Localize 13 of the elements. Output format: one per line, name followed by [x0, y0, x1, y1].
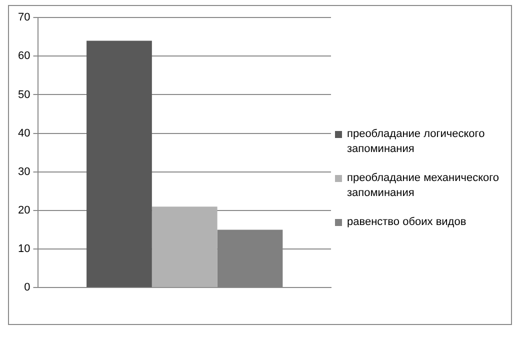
y-tick-label: 70	[18, 12, 30, 24]
legend-label: преобладание логического запоминания	[347, 126, 486, 156]
y-tick-label: 10	[18, 243, 30, 256]
y-tick-label: 50	[18, 88, 30, 101]
legend-label: преобладание механического запоминания	[347, 170, 500, 200]
y-tick-label: 20	[18, 204, 30, 216]
y-tick-label: 60	[18, 50, 30, 62]
y-tick-label: 40	[18, 127, 30, 140]
y-tick-label: 30	[18, 166, 30, 178]
y-tick-label: 0	[24, 282, 30, 294]
legend-label: равенство обоих видов	[347, 214, 466, 230]
bar	[152, 206, 218, 288]
bar	[86, 40, 152, 288]
